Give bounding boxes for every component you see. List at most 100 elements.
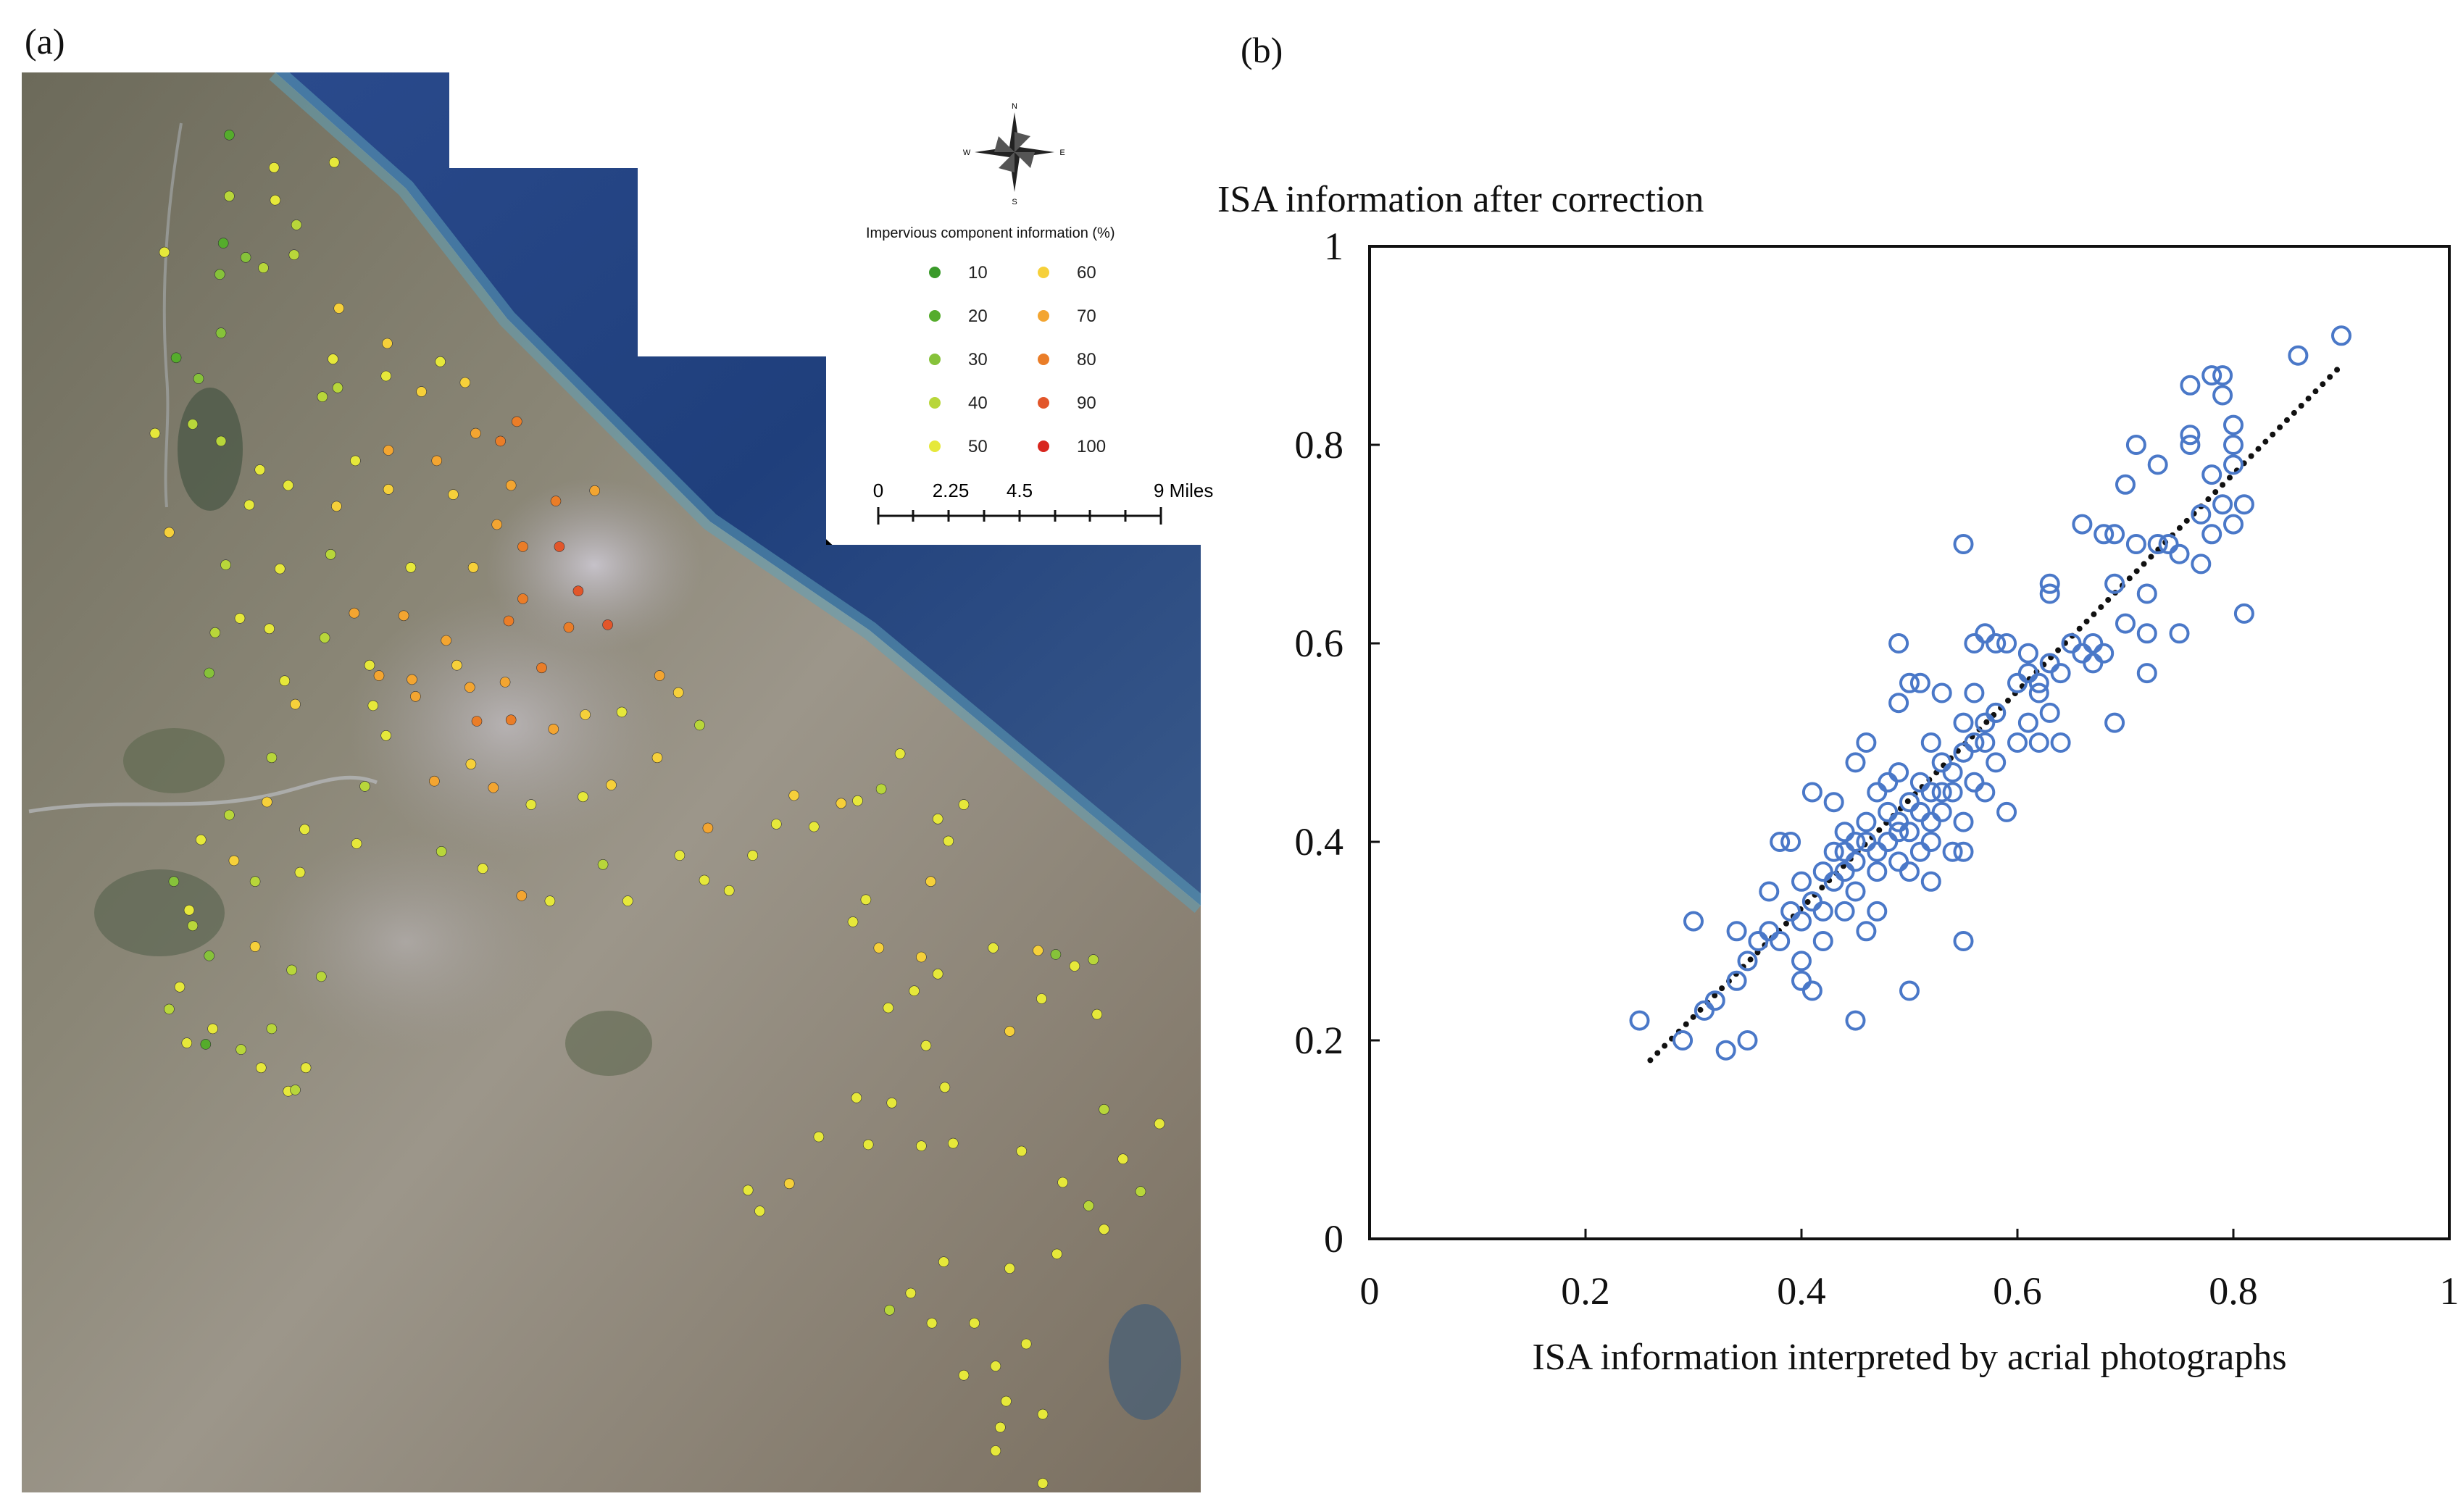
x-tick-label: 0.6 xyxy=(1993,1269,2042,1313)
sample-point xyxy=(250,942,260,952)
scale-bar: 0 2.25 4.5 9 Miles xyxy=(873,480,1214,525)
scatter-point xyxy=(2128,535,2145,553)
sample-point xyxy=(959,1370,969,1380)
x-tick-label: 0.2 xyxy=(1561,1269,1610,1313)
sample-point xyxy=(703,823,713,833)
sample-point xyxy=(381,371,391,381)
scatter-point xyxy=(1955,814,1972,831)
legend-label: 70 xyxy=(1077,306,1096,326)
sample-point xyxy=(264,624,275,634)
compass-w: W xyxy=(963,149,971,157)
sample-point xyxy=(554,542,564,552)
sample-point xyxy=(814,1132,824,1142)
scatter-point xyxy=(1922,833,1940,851)
scatter-point xyxy=(1804,982,1821,1000)
scatter-point xyxy=(1868,863,1886,880)
scatter-point xyxy=(2020,645,2037,662)
sample-point xyxy=(1036,994,1046,1004)
sample-point xyxy=(466,759,476,769)
sample-point xyxy=(300,824,310,835)
sample-point xyxy=(216,328,226,338)
scatter-point xyxy=(2009,674,2026,692)
scatter-point xyxy=(1901,982,1918,1000)
scatter-point xyxy=(1922,814,1940,831)
sample-point xyxy=(208,1024,218,1034)
legend-label: 50 xyxy=(968,437,988,456)
scatter-point xyxy=(1847,883,1865,901)
sample-point xyxy=(464,682,475,693)
legend-swatch xyxy=(1038,267,1049,278)
sample-point xyxy=(1038,1478,1048,1488)
scatter-point xyxy=(1868,903,1886,920)
scatter-point xyxy=(1922,734,1940,751)
sample-point xyxy=(301,1063,311,1073)
sample-point xyxy=(331,501,341,511)
sample-point xyxy=(512,417,522,427)
sample-point xyxy=(551,496,561,506)
sample-point xyxy=(1070,961,1080,972)
scatter-point xyxy=(2106,525,2123,543)
sample-point xyxy=(432,456,442,466)
sample-point xyxy=(885,1305,895,1315)
scatter-point xyxy=(1825,793,1843,811)
scatter-point xyxy=(2149,456,2167,473)
scatter-point xyxy=(1955,932,1972,950)
sample-point xyxy=(492,519,502,530)
scatter-point xyxy=(2138,664,2156,682)
x-axis-label: ISA information interpreted by acrial ph… xyxy=(1532,1337,2286,1378)
sample-point xyxy=(948,1138,958,1148)
sample-point xyxy=(1038,1409,1048,1419)
scatter-point xyxy=(2171,546,2188,563)
scatter-point xyxy=(2041,704,2059,722)
legend-label: 20 xyxy=(968,306,988,326)
legend-label: 90 xyxy=(1077,393,1096,413)
legend-swatch xyxy=(1038,397,1049,409)
sample-point xyxy=(1099,1104,1109,1114)
scatter-point xyxy=(1890,853,1907,870)
scatter-point xyxy=(2084,654,2101,672)
sample-point xyxy=(1004,1264,1015,1274)
sample-point xyxy=(164,527,174,538)
sample-point xyxy=(171,353,181,363)
sample-point xyxy=(224,191,234,201)
sample-point xyxy=(887,1098,897,1108)
scatter-point xyxy=(2203,466,2220,483)
sample-point xyxy=(382,338,392,348)
scatter-point xyxy=(1857,814,1875,831)
sample-point xyxy=(673,688,683,698)
sample-point xyxy=(184,905,194,915)
sample-point xyxy=(350,456,360,466)
sample-point xyxy=(573,586,583,596)
sample-point xyxy=(933,814,943,824)
sample-point xyxy=(699,875,709,885)
legend-swatch xyxy=(1038,310,1049,322)
sample-point xyxy=(255,464,265,475)
scatter-point xyxy=(2030,734,2048,751)
scatter-point xyxy=(2333,327,2350,344)
sample-point xyxy=(188,419,198,430)
scatter-point xyxy=(2181,377,2199,394)
legend-label: 80 xyxy=(1077,350,1096,369)
scatter-point xyxy=(1804,784,1821,801)
scatter-point xyxy=(1847,1012,1865,1029)
sample-point xyxy=(549,724,559,734)
scatter-point xyxy=(2192,555,2209,572)
scatter-point xyxy=(1836,823,1854,840)
sample-point xyxy=(603,619,613,630)
scatter-point xyxy=(2138,585,2156,603)
sample-point xyxy=(500,677,510,688)
scatter-point xyxy=(1793,972,1810,990)
scatter-point xyxy=(1890,635,1907,652)
scatter-point xyxy=(1857,734,1875,751)
scatter-point xyxy=(1847,753,1865,771)
scale-tick-2: 4.5 xyxy=(1007,480,1033,501)
sample-point xyxy=(374,671,384,681)
scatter-point xyxy=(2009,734,2026,751)
legend-swatch xyxy=(929,267,941,278)
sample-point xyxy=(496,436,506,446)
sample-point xyxy=(150,428,160,438)
scatter-point xyxy=(2236,496,2253,513)
sample-point xyxy=(287,965,297,975)
sample-point xyxy=(383,446,393,456)
scatter-point xyxy=(1868,784,1886,801)
